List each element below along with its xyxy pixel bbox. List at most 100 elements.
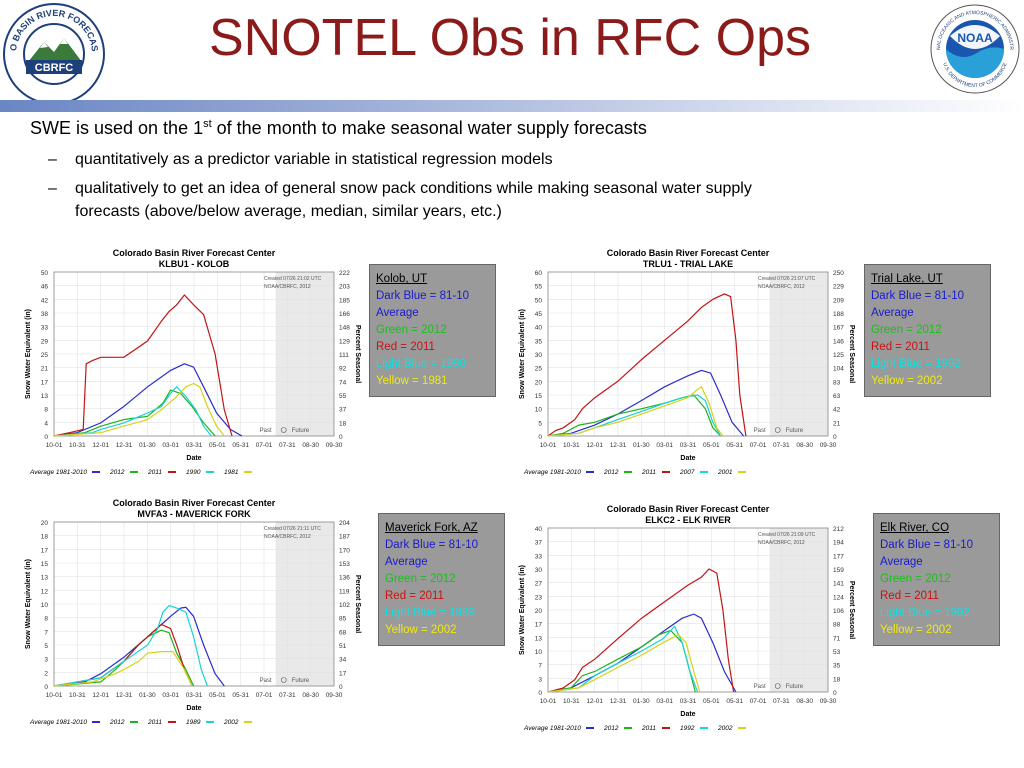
y2-tick-label: 74 [339,379,347,386]
y-tick-label: 20 [535,379,543,386]
y2-tick-label: 53 [833,649,841,656]
series-line-1992 [547,625,699,693]
series-line-1989 [53,604,208,687]
x-tick-label: 07-31 [773,698,790,705]
y2-tick-label: 88 [833,622,841,629]
y2-tick-label: 125 [833,352,844,359]
x-tick-label: 01-30 [139,692,156,699]
legend-label: 1992 [680,725,695,732]
y2-tick-label: 153 [339,561,350,568]
series-line-average-1981-2010 [53,606,225,687]
y-tick-label: 8 [44,407,48,414]
bullet-sub-2: – qualitatively to get an idea of genera… [48,180,752,198]
y2-tick-label: 141 [833,581,844,588]
legend-box-average: Average [880,556,923,568]
plot-frame [53,271,335,437]
y2-tick-label: 37 [339,407,347,414]
x-tick-label: 12-01 [92,692,109,699]
y-tick-label: 13 [535,635,543,642]
y-tick-label: 23 [535,594,543,601]
cbrfc-label: CBRFC [35,62,74,74]
series-line-1981 [53,382,225,437]
legend-label: 2012 [109,719,125,726]
y2-tick-label: 194 [833,540,844,547]
series-line-2011 [547,568,735,693]
source-stamp: NOAA/CBRFC, 2012 [264,284,311,290]
past-label: Past [260,428,272,434]
y-tick-label: 0 [538,690,542,697]
x-axis-label: Date [186,705,201,712]
y-tick-label: 3 [44,657,48,664]
bullet-dash: – [48,151,57,168]
y2-tick-label: 83 [833,379,841,386]
y-tick-label: 25 [535,366,543,373]
x-tick-label: 05-01 [703,698,720,705]
y2-tick-label: 63 [833,393,841,400]
y-tick-label: 29 [41,338,49,345]
y2-tick-label: 111 [339,352,349,359]
legend-label: 2002 [717,725,733,732]
y2-tick-label: 124 [833,594,844,601]
y-tick-label: 40 [535,526,543,533]
y2-tick-label: 55 [339,393,347,400]
legend-box-dark-blue: Dark Blue = 81-10 [385,539,479,551]
plot-frame [53,521,335,687]
y2-tick-label: 71 [833,635,841,642]
cbrfc-logo: COLORADO BASIN RIVER FORECAST CENTER CBR… [2,2,105,105]
y2-tick-label: 102 [339,602,350,609]
y2-tick-label: 68 [339,629,347,636]
y-tick-label: 10 [41,602,49,609]
chart-maverick-fork: Colorado Basin River Forecast CenterMVFA… [22,496,362,728]
x-tick-label: 08-30 [796,698,813,705]
y2-axis-label: Percent Seasonal [848,325,855,383]
y-tick-label: 13 [41,575,49,582]
y-tick-label: 2 [44,670,48,677]
chart-kolob: Colorado Basin River Forecast CenterKLBU… [22,246,362,476]
x-tick-label: 07-01 [750,442,767,449]
x-tick-label: 03-01 [656,698,673,705]
bullet-sub-2-line2: forecasts (above/below average, median, … [75,203,502,220]
clock-icon [280,427,287,433]
x-tick-label: 05-31 [726,698,743,705]
x-tick-label: 03-31 [186,692,203,699]
x-tick-label: 05-01 [703,442,720,449]
legend-box-average: Average [376,307,419,319]
x-tick-label: 12-01 [586,698,603,705]
x-tick-label: 12-31 [610,698,627,705]
chart-subtitle: KLBU1 - KOLOB [159,259,230,269]
y-tick-label: 12 [41,588,49,595]
legend-box-elk-river: Elk River, CO Dark Blue = 81-10 Average Gre… [873,513,1000,646]
legend-box-site: Elk River, CO [880,522,950,534]
past-label: Past [754,684,766,690]
y-axis-label: Snow Water Equivalent (in) [519,309,526,399]
x-tick-label: 12-31 [116,442,133,449]
y-tick-label: 45 [535,311,543,318]
series-line-average-1981-2010 [53,363,243,437]
x-tick-label: 10-31 [69,692,86,699]
legend-label: 2011 [147,719,162,726]
y-tick-label: 30 [535,352,543,359]
legend-label: 2011 [147,469,162,476]
legend-label: 2001 [717,469,733,476]
x-axis-label: Date [680,455,695,462]
legend-box-red: Red = 2011 [376,341,435,353]
x-tick-label: 07-01 [750,698,767,705]
y2-tick-label: 185 [339,297,350,304]
series-line-2012 [547,394,722,437]
chart-title: Colorado Basin River Forecast Center [113,248,276,258]
y2-tick-label: 136 [339,575,350,582]
y2-axis-label: Percent Seasonal [354,325,361,383]
legend-box-green: Green = 2012 [385,573,456,585]
legend-box-site: Kolob, UT [376,273,428,285]
y-tick-label: 0 [538,434,542,441]
y-tick-label: 17 [41,547,49,554]
x-tick-label: 01-30 [139,442,156,449]
bullet-main-post: of the month to make seasonal water supp… [211,118,647,138]
legend-box-red: Red = 2011 [871,341,930,353]
y2-tick-label: 104 [833,366,844,373]
plot-frame [547,271,829,437]
x-tick-label: 08-30 [302,692,319,699]
y2-tick-label: 106 [833,608,844,615]
x-tick-label: 12-01 [586,442,603,449]
legend-box-green: Green = 2012 [880,573,951,585]
